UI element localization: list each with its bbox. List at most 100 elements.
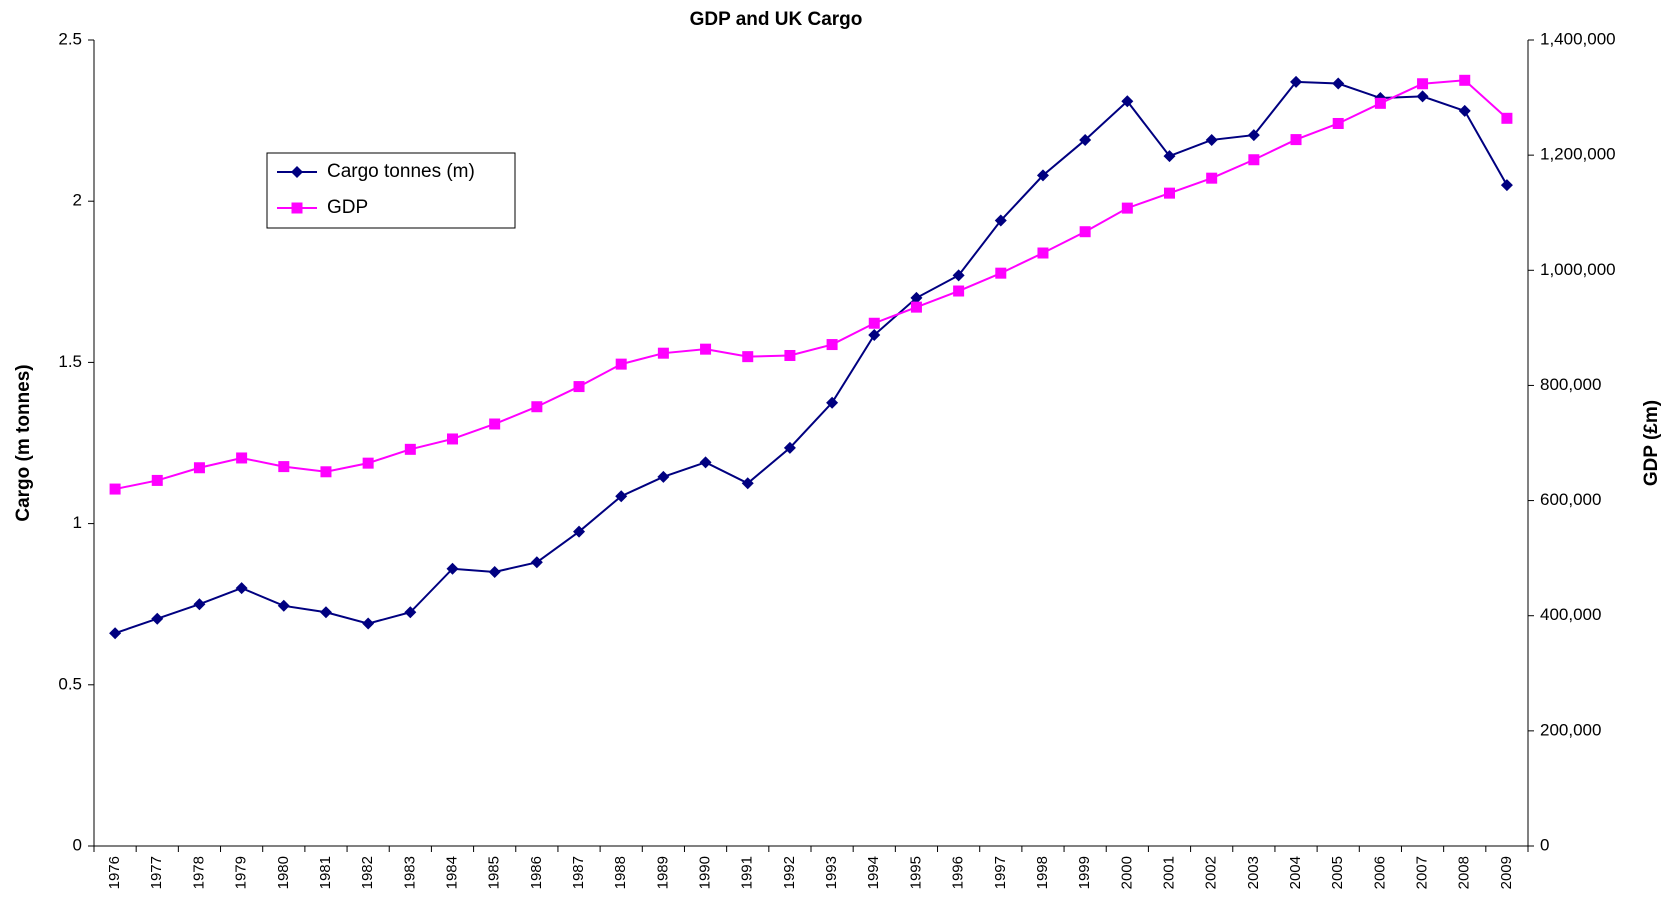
x-tick-label: 1977 <box>148 856 165 889</box>
data-point <box>1163 150 1176 163</box>
x-tick-label: 1980 <box>275 856 292 889</box>
y2-tick-label: 1,000,000 <box>1540 260 1616 279</box>
x-tick-label: 1984 <box>443 856 460 889</box>
data-point <box>742 351 754 363</box>
data-point <box>953 285 965 297</box>
data-point <box>700 343 712 355</box>
x-tick-label: 1997 <box>992 856 1009 889</box>
data-point <box>994 214 1007 227</box>
data-point <box>1121 202 1133 214</box>
data-point <box>741 477 754 490</box>
chart-title: GDP and UK Cargo <box>690 9 863 30</box>
data-point <box>657 470 670 483</box>
y-tick-label: 0.5 <box>58 674 82 693</box>
data-point <box>573 525 586 538</box>
data-point <box>1036 169 1049 182</box>
legend-label: GDP <box>327 197 368 218</box>
data-point <box>826 339 838 351</box>
data-point <box>699 456 712 469</box>
data-point <box>109 627 122 640</box>
data-point <box>868 328 881 341</box>
x-tick-label: 1992 <box>781 856 798 889</box>
data-point <box>278 461 290 473</box>
data-point <box>489 418 501 430</box>
data-point <box>320 466 332 478</box>
data-point <box>1248 154 1260 166</box>
data-point <box>531 401 543 413</box>
data-point <box>447 433 458 445</box>
data-point <box>1500 179 1513 192</box>
x-tick-label: 1989 <box>654 856 671 889</box>
data-point <box>1417 78 1429 90</box>
x-tick-label: 1981 <box>317 856 334 889</box>
x-tick-label: 2008 <box>1456 856 1473 889</box>
x-tick-label: 1990 <box>697 856 714 889</box>
data-point <box>193 598 206 611</box>
x-tick-label: 2007 <box>1414 856 1431 889</box>
x-tick-label: 2004 <box>1287 856 1304 889</box>
x-tick-label: 1991 <box>739 856 756 889</box>
series-line <box>114 80 1508 635</box>
data-point <box>995 267 1007 279</box>
y2-tick-label: 200,000 <box>1540 720 1601 739</box>
data-point <box>1290 134 1302 146</box>
x-tick-label: 1998 <box>1034 856 1051 889</box>
data-point <box>488 565 501 578</box>
data-point <box>910 291 923 304</box>
data-point <box>1459 74 1471 86</box>
legend-label: Cargo tonnes (m) <box>327 161 475 182</box>
data-point <box>615 490 628 503</box>
y2-tick-label: 600,000 <box>1540 490 1601 509</box>
x-tick-label: 2006 <box>1371 856 1388 889</box>
x-tick-label: 1996 <box>950 856 967 889</box>
data-point <box>657 347 669 359</box>
data-point <box>615 358 627 370</box>
x-tick-label: 1988 <box>612 856 629 889</box>
data-point <box>573 381 585 393</box>
legend-marker <box>291 202 303 214</box>
y-tick-label: 2 <box>73 191 82 210</box>
data-point <box>362 617 375 630</box>
x-tick-label: 1995 <box>907 856 924 889</box>
x-tick-label: 1994 <box>865 856 882 889</box>
data-point <box>783 441 796 454</box>
data-point <box>277 599 290 612</box>
legend-marker <box>291 166 303 178</box>
data-point <box>952 269 965 282</box>
y-axis-label: Cargo (m tonnes) <box>13 364 34 521</box>
x-tick-label: 1979 <box>233 856 250 889</box>
data-point <box>530 556 543 569</box>
data-point <box>235 582 248 595</box>
y2-tick-label: 800,000 <box>1540 375 1601 394</box>
y2-tick-label: 1,400,000 <box>1540 29 1616 48</box>
x-tick-label: 1985 <box>486 856 503 889</box>
x-tick-label: 1983 <box>401 856 418 889</box>
data-point <box>1164 187 1175 199</box>
data-point <box>319 606 332 619</box>
data-point <box>404 606 417 619</box>
data-point <box>151 474 163 486</box>
x-tick-label: 1982 <box>359 856 376 889</box>
data-point <box>910 301 922 313</box>
data-point <box>1374 97 1386 109</box>
y-tick-label: 2.5 <box>58 29 82 48</box>
data-point <box>1332 77 1345 90</box>
y-tick-label: 0 <box>73 835 82 854</box>
data-point <box>404 443 416 455</box>
y2-tick-label: 0 <box>1540 835 1549 854</box>
x-tick-label: 2009 <box>1498 856 1515 889</box>
data-point <box>1121 95 1134 108</box>
data-point <box>1416 90 1429 103</box>
x-tick-label: 1976 <box>106 856 123 889</box>
x-tick-label: 2002 <box>1203 856 1220 889</box>
series-line <box>114 79 1508 491</box>
x-tick-label: 1978 <box>190 856 207 889</box>
x-tick-label: 2001 <box>1160 856 1177 889</box>
data-point <box>1247 129 1260 142</box>
y2-axis-label: GDP (£m) <box>1641 400 1662 486</box>
y2-tick-label: 1,200,000 <box>1540 145 1616 164</box>
data-point <box>193 462 205 474</box>
data-point <box>826 396 839 409</box>
x-tick-label: 1999 <box>1076 856 1093 889</box>
